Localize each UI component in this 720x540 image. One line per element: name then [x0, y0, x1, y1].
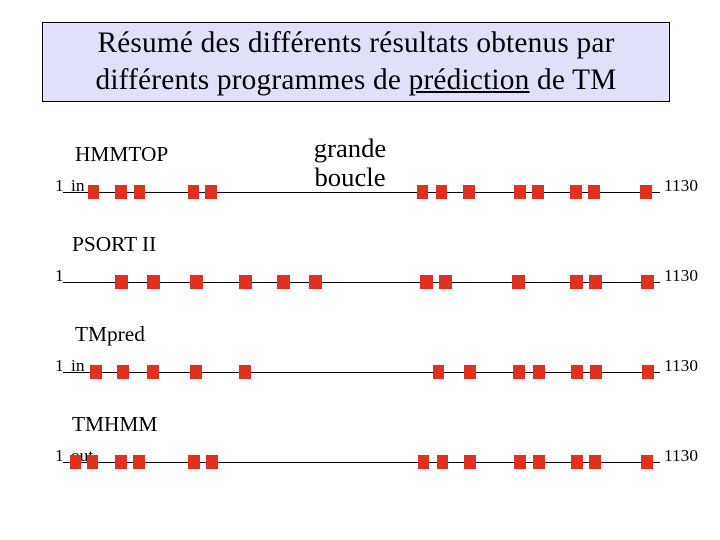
tm-segment [532, 185, 544, 199]
tm-segment [115, 455, 127, 469]
tm-segment [514, 455, 526, 469]
start-inout-label: in [71, 356, 84, 376]
tm-segment [205, 185, 217, 199]
tm-segment [206, 455, 218, 469]
tm-segment [417, 185, 429, 199]
tm-segment [90, 365, 102, 379]
tm-segment [115, 185, 127, 199]
tm-segment [571, 455, 583, 469]
title-line: différents programmes de prédiction de T… [95, 64, 616, 96]
tm-segment [464, 365, 476, 379]
tm-segment [437, 455, 449, 469]
tm-segment [115, 275, 128, 289]
tm-segment [571, 365, 583, 379]
end-label: 1130 [664, 266, 698, 286]
tm-segment [88, 185, 100, 199]
tm-segment [533, 455, 545, 469]
tm-segment [147, 275, 160, 289]
tm-segment [190, 365, 202, 379]
title-line: Résumé des différents résultats obtenus … [97, 27, 614, 59]
tm-segment [420, 275, 433, 289]
tm-segment [464, 455, 476, 469]
tm-segment [117, 365, 129, 379]
start-label: 1 [55, 266, 64, 286]
tm-segment [87, 455, 99, 469]
program-label: PSORT II [72, 232, 156, 257]
end-label: 1130 [664, 446, 698, 466]
title-box: Résumé des différents résultats obtenus … [42, 22, 670, 102]
tm-segment [309, 275, 322, 289]
diagram-canvas: Résumé des différents résultats obtenus … [0, 0, 720, 540]
tm-segment [533, 365, 545, 379]
tm-segment [570, 275, 583, 289]
tm-segment [188, 185, 200, 199]
start-inout-label: in [71, 176, 84, 196]
tm-segment [133, 455, 145, 469]
tm-segment [70, 455, 82, 469]
start-label: 1 [55, 356, 64, 376]
tm-segment [512, 275, 525, 289]
tm-segment [640, 185, 652, 199]
tm-segment [641, 455, 653, 469]
end-label: 1130 [664, 356, 698, 376]
title-part: Résumé des différents résultats obtenus … [97, 27, 614, 59]
tm-segment [588, 185, 600, 199]
tm-segment [433, 365, 445, 379]
tm-segment [589, 275, 602, 289]
title-part: différents programmes de [95, 64, 408, 96]
tm-segment [642, 365, 654, 379]
tm-segment [190, 275, 203, 289]
title-text: Résumé des différents résultats obtenus … [95, 25, 616, 98]
tm-segment [463, 185, 475, 199]
end-label: 1130 [664, 176, 698, 196]
program-label: HMMTOP [75, 142, 168, 167]
tm-segment [590, 365, 602, 379]
tm-segment [418, 455, 430, 469]
title-part: de TM [530, 64, 617, 96]
tm-segment [147, 365, 159, 379]
title-underline: prédiction [409, 64, 530, 96]
tm-segment [570, 185, 582, 199]
tm-segment [239, 365, 251, 379]
tm-segment [188, 455, 200, 469]
tm-segment [514, 185, 526, 199]
tm-segment [436, 185, 448, 199]
start-label: 1 [55, 176, 64, 196]
aux-label-grande-boucle: grandeboucle [305, 134, 395, 193]
program-label: TMpred [75, 322, 145, 347]
program-label: TMHMM [72, 412, 157, 437]
start-label: 1 [55, 446, 64, 466]
tm-segment [589, 455, 601, 469]
tm-segment [513, 365, 525, 379]
tm-segment [239, 275, 252, 289]
tm-segment [439, 275, 452, 289]
tm-segment [641, 275, 654, 289]
tm-segment [277, 275, 290, 289]
tm-segment [134, 185, 146, 199]
